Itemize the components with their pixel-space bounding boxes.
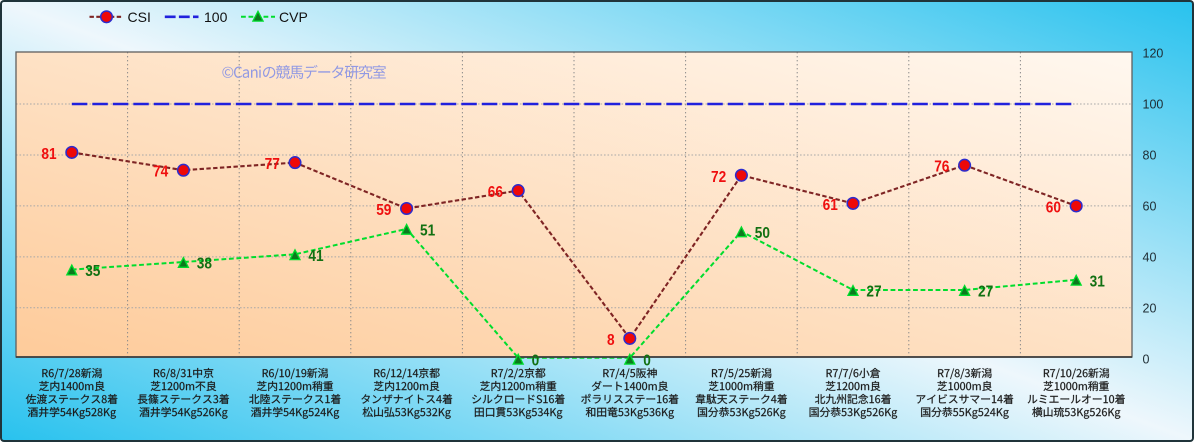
svg-text:38: 38	[197, 256, 212, 273]
svg-text:60: 60	[1046, 199, 1061, 216]
svg-text:27: 27	[866, 284, 881, 301]
svg-text:76: 76	[934, 159, 949, 176]
svg-text:50: 50	[755, 225, 770, 242]
svg-text:0: 0	[1143, 352, 1150, 366]
svg-text:CSI: CSI	[128, 9, 151, 25]
svg-text:81: 81	[41, 146, 56, 163]
svg-text:61: 61	[823, 197, 838, 214]
svg-text:8: 8	[607, 332, 615, 349]
svg-text:59: 59	[376, 202, 391, 219]
svg-text:20: 20	[1143, 301, 1157, 315]
svg-text:35: 35	[85, 263, 100, 280]
svg-text:74: 74	[153, 164, 168, 181]
svg-text:40: 40	[1143, 250, 1157, 264]
svg-text:77: 77	[265, 156, 280, 173]
svg-text:0: 0	[643, 352, 651, 369]
svg-text:120: 120	[1143, 47, 1164, 61]
svg-text:60: 60	[1143, 199, 1157, 213]
svg-text:51: 51	[420, 222, 435, 239]
svg-text:27: 27	[978, 284, 993, 301]
svg-text:41: 41	[308, 248, 323, 265]
svg-text:100: 100	[1143, 98, 1164, 112]
svg-text:31: 31	[1090, 273, 1105, 290]
svg-text:80: 80	[1143, 149, 1157, 163]
svg-text:66: 66	[488, 184, 503, 201]
svg-text:100: 100	[204, 9, 228, 25]
svg-text:CVP: CVP	[279, 9, 308, 25]
svg-text:0: 0	[532, 352, 540, 369]
svg-text:72: 72	[711, 169, 726, 186]
